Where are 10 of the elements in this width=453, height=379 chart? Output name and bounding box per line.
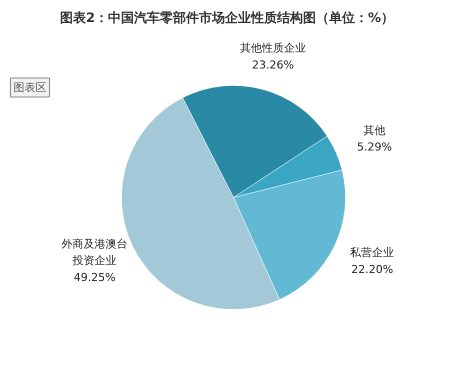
slice-label: 其他性质企业	[240, 41, 306, 54]
data-label: 5.29%	[356, 140, 392, 154]
chart-title: 图表2：中国汽车零部件市场企业性质结构图（单位：%）	[60, 10, 394, 26]
slice-label: 私营企业	[350, 246, 394, 259]
data-label: 49.25%	[74, 271, 116, 284]
slice-label: 外商及港澳台投资企业	[62, 237, 128, 268]
data-label: 22.20%	[351, 262, 394, 276]
slice-label: 其他	[363, 124, 386, 137]
text: 图表区	[14, 81, 46, 94]
data-label: 23.26%	[252, 58, 294, 72]
